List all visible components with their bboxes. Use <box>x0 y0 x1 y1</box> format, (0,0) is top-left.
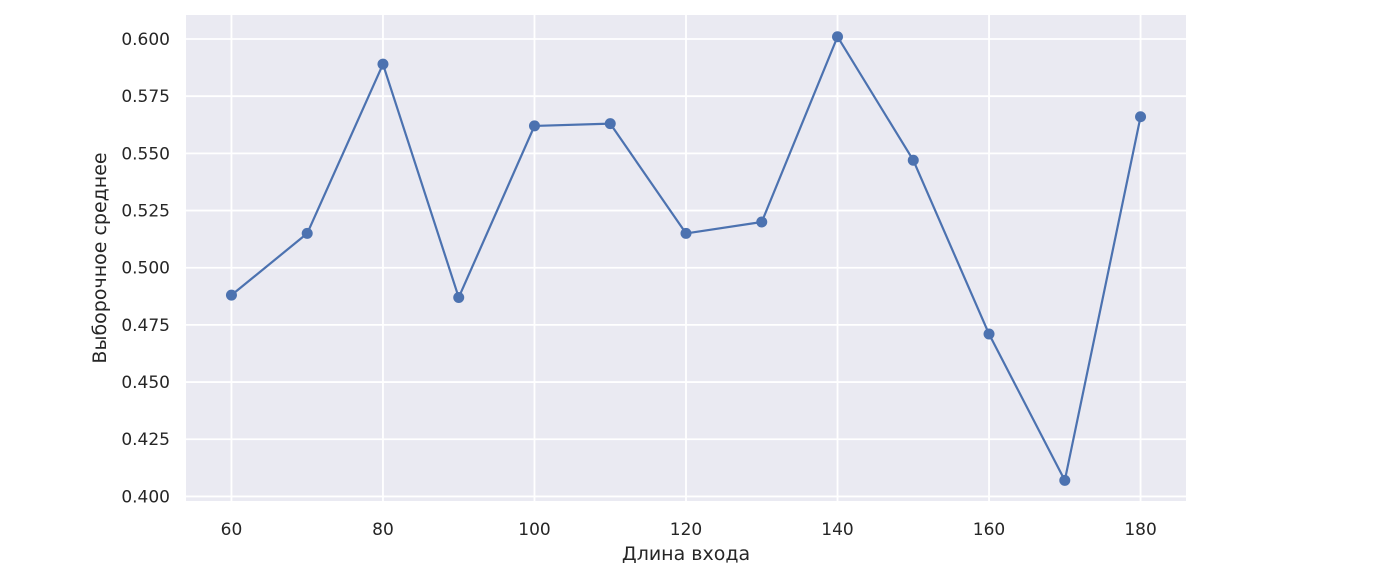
data-point <box>1059 474 1071 486</box>
data-point <box>528 120 540 132</box>
data-point <box>604 118 616 130</box>
y-tick-label: 0.400 <box>121 487 170 507</box>
x-axis-label: Длина входа <box>622 543 750 565</box>
data-point <box>680 227 692 239</box>
data-point <box>453 291 465 303</box>
x-tick-label: 160 <box>973 520 1005 540</box>
x-tick-labels: 60 80 100 120 140 160 180 <box>221 520 1157 540</box>
y-tick-label: 0.550 <box>121 144 170 164</box>
data-point <box>377 58 389 70</box>
y-tick-label: 0.500 <box>121 259 170 279</box>
data-point <box>756 216 768 228</box>
data-point <box>832 31 844 43</box>
y-tick-label: 0.600 <box>121 30 170 50</box>
y-tick-label: 0.425 <box>121 430 170 450</box>
x-tick-label: 180 <box>1124 520 1156 540</box>
y-tick-label: 0.450 <box>121 373 170 393</box>
data-point <box>301 227 313 239</box>
x-tick-label: 140 <box>821 520 853 540</box>
data-point <box>983 328 995 340</box>
y-tick-label: 0.475 <box>121 316 170 336</box>
data-point <box>1135 111 1147 123</box>
x-tick-label: 60 <box>221 520 243 540</box>
x-tick-label: 120 <box>670 520 702 540</box>
x-tick-label: 100 <box>518 520 550 540</box>
y-tick-label: 0.575 <box>121 87 170 107</box>
data-point <box>225 289 237 301</box>
data-point <box>907 154 919 166</box>
y-tick-label: 0.525 <box>121 202 170 222</box>
y-tick-labels: 0.400 0.425 0.450 0.475 0.500 0.525 0.550 0.575… <box>121 30 170 507</box>
y-grid <box>186 38 1186 498</box>
series-group <box>225 31 1147 486</box>
y-axis-label: Выборочное среднее <box>89 152 111 363</box>
x-tick-label: 80 <box>372 520 394 540</box>
